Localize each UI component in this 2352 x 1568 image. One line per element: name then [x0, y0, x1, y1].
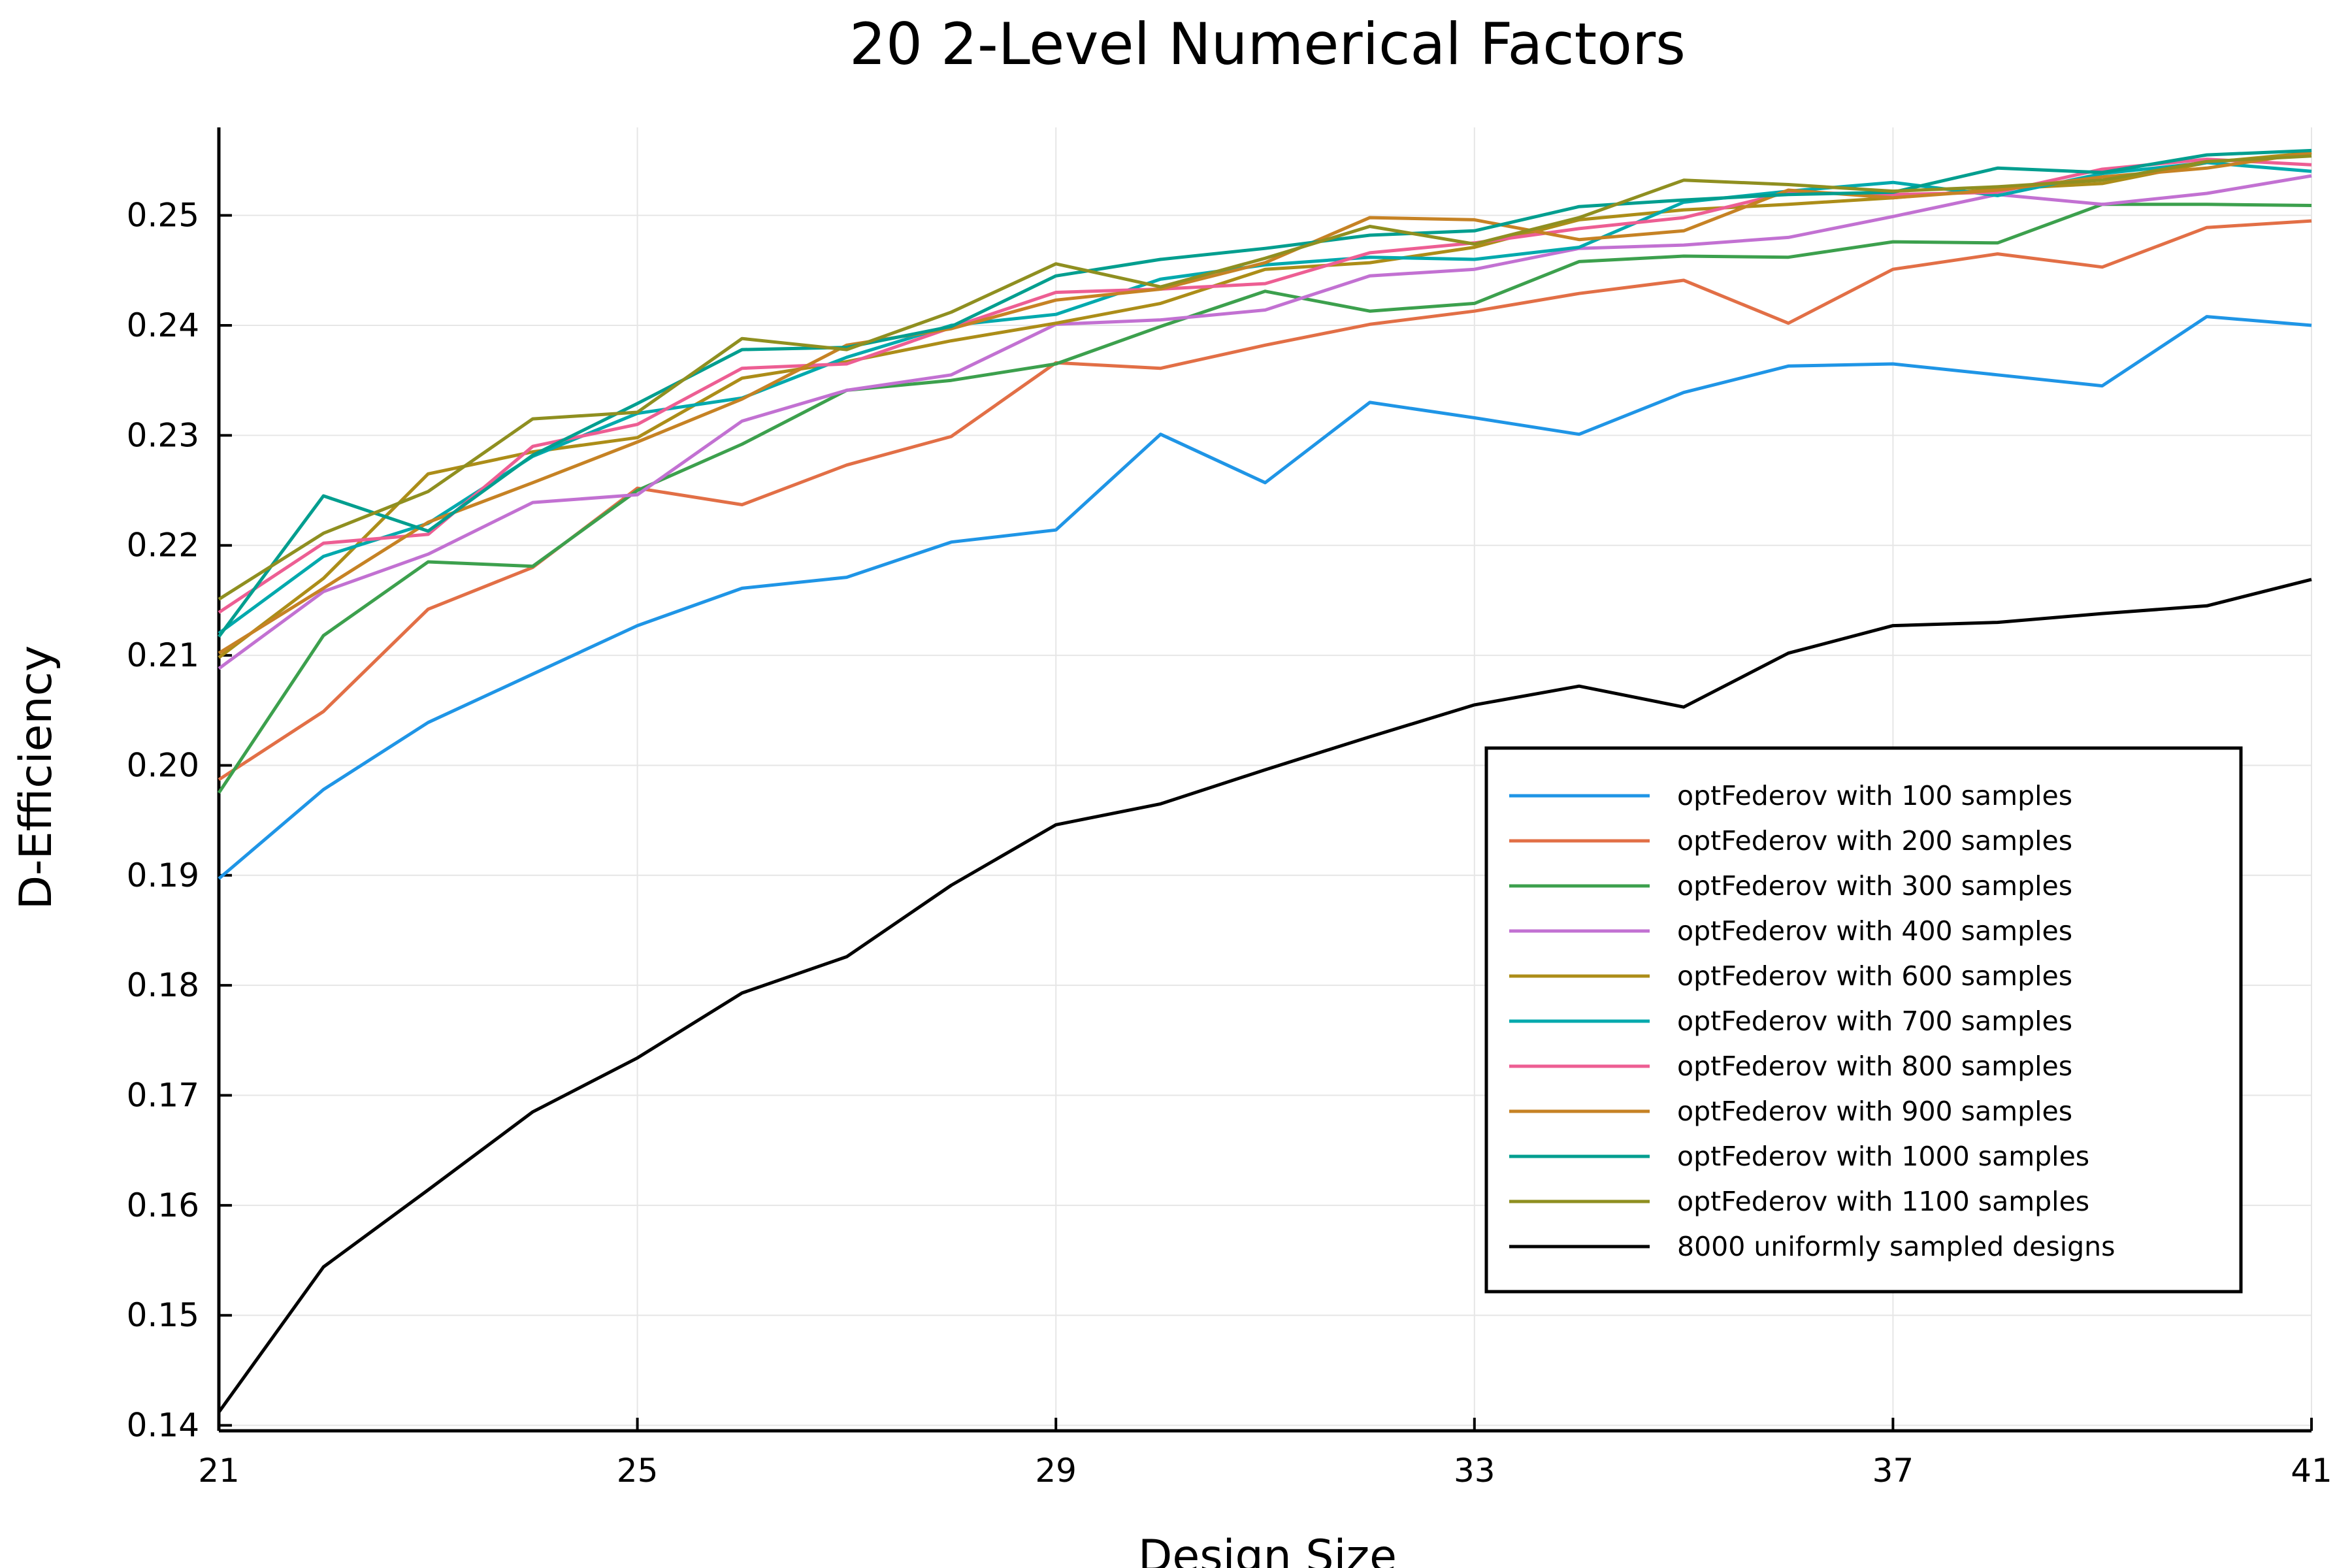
series-line-2 — [217, 203, 2312, 794]
legend-label-2: optFederov with 300 samples — [1677, 870, 2072, 902]
series-line-3 — [218, 174, 2312, 670]
series-line-7 — [218, 151, 2312, 655]
x-axis-ticks: 21 25 29 33 37 41 — [198, 1418, 2332, 1490]
y-tick-label-6: 0.20 — [127, 746, 199, 784]
y-axis-ticks: 0.14 0.15 0.16 0.17 0.18 0.19 0.20 0.21 0.22 0.23… — [127, 197, 232, 1445]
y-tick-label-0: 0.14 — [127, 1407, 199, 1445]
x-tick-label-3: 33 — [1454, 1452, 1495, 1490]
y-tick-label-1: 0.15 — [127, 1296, 199, 1334]
x-tick-label-2: 29 — [1035, 1452, 1077, 1490]
x-tick-label-0: 21 — [198, 1452, 240, 1490]
legend-label-3: optFederov with 400 samples — [1677, 915, 2072, 947]
legend-label-5: optFederov with 700 samples — [1677, 1005, 2072, 1037]
legend-label-0: optFederov with 100 samples — [1677, 780, 2072, 811]
y-tick-label-3: 0.17 — [127, 1077, 199, 1115]
y-tick-label-9: 0.23 — [127, 416, 199, 454]
y-axis-label: D-Efficiency — [10, 645, 62, 909]
x-tick-label-1: 25 — [617, 1452, 659, 1490]
y-tick-label-8: 0.22 — [127, 527, 199, 564]
y-tick-label-5: 0.19 — [127, 857, 199, 894]
x-tick-label-5: 41 — [2291, 1452, 2332, 1490]
series-line-9 — [218, 154, 2312, 601]
y-tick-label-11: 0.25 — [127, 197, 199, 235]
series-line-0 — [218, 315, 2312, 880]
series-line-10 — [217, 578, 2312, 1413]
legend-label-4: optFederov with 600 samples — [1677, 960, 2072, 992]
legend-items: optFederov with 100 samples optFederov wi… — [1509, 780, 2115, 1262]
y-tick-label-7: 0.21 — [127, 636, 199, 674]
legend-label-1: optFederov with 200 samples — [1677, 825, 2072, 857]
legend-label-6: optFederov with 800 samples — [1677, 1051, 2072, 1082]
series-lines — [217, 148, 2312, 1413]
legend-label-9: optFederov with 1100 samples — [1677, 1186, 2089, 1217]
x-tick-label-4: 37 — [1872, 1452, 1914, 1490]
y-tick-label-2: 0.16 — [127, 1186, 199, 1224]
y-tick-label-4: 0.18 — [127, 966, 199, 1004]
y-tick-label-10: 0.24 — [127, 306, 199, 344]
legend-label-7: optFederov with 900 samples — [1677, 1096, 2072, 1127]
x-axis-label: Design Size — [1138, 1531, 1397, 1568]
legend: optFederov with 100 samples optFederov wi… — [1484, 746, 2243, 1294]
chart-title: 20 2-Level Numerical Factors — [849, 10, 1686, 78]
series-line-8 — [217, 148, 2312, 638]
legend-label-10: 8000 uniformly sampled designs — [1677, 1231, 2115, 1262]
legend-label-8: optFederov with 1000 samples — [1677, 1141, 2089, 1172]
